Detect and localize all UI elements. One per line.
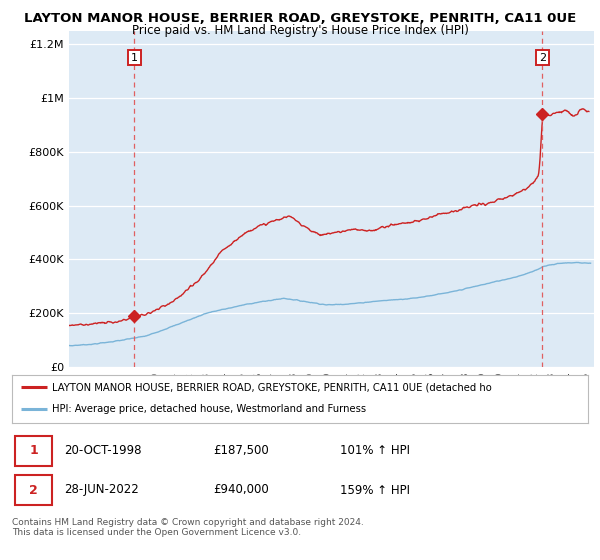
Text: Contains HM Land Registry data © Crown copyright and database right 2024.: Contains HM Land Registry data © Crown c… xyxy=(12,518,364,527)
Text: 2: 2 xyxy=(539,53,546,63)
Text: 1: 1 xyxy=(29,444,38,458)
Text: HPI: Average price, detached house, Westmorland and Furness: HPI: Average price, detached house, West… xyxy=(52,404,367,414)
Text: 28-JUN-2022: 28-JUN-2022 xyxy=(64,483,139,497)
Text: This data is licensed under the Open Government Licence v3.0.: This data is licensed under the Open Gov… xyxy=(12,528,301,537)
Text: 1: 1 xyxy=(131,53,138,63)
FancyBboxPatch shape xyxy=(15,436,52,466)
Text: £187,500: £187,500 xyxy=(214,444,269,458)
Text: 101% ↑ HPI: 101% ↑ HPI xyxy=(340,444,410,458)
Text: LAYTON MANOR HOUSE, BERRIER ROAD, GREYSTOKE, PENRITH, CA11 0UE: LAYTON MANOR HOUSE, BERRIER ROAD, GREYST… xyxy=(24,12,576,25)
FancyBboxPatch shape xyxy=(15,475,52,505)
Text: 20-OCT-1998: 20-OCT-1998 xyxy=(64,444,142,458)
Text: Price paid vs. HM Land Registry's House Price Index (HPI): Price paid vs. HM Land Registry's House … xyxy=(131,24,469,36)
Text: LAYTON MANOR HOUSE, BERRIER ROAD, GREYSTOKE, PENRITH, CA11 0UE (detached ho: LAYTON MANOR HOUSE, BERRIER ROAD, GREYST… xyxy=(52,382,492,392)
Text: £940,000: £940,000 xyxy=(214,483,269,497)
Text: 2: 2 xyxy=(29,483,38,497)
Text: 159% ↑ HPI: 159% ↑ HPI xyxy=(340,483,410,497)
